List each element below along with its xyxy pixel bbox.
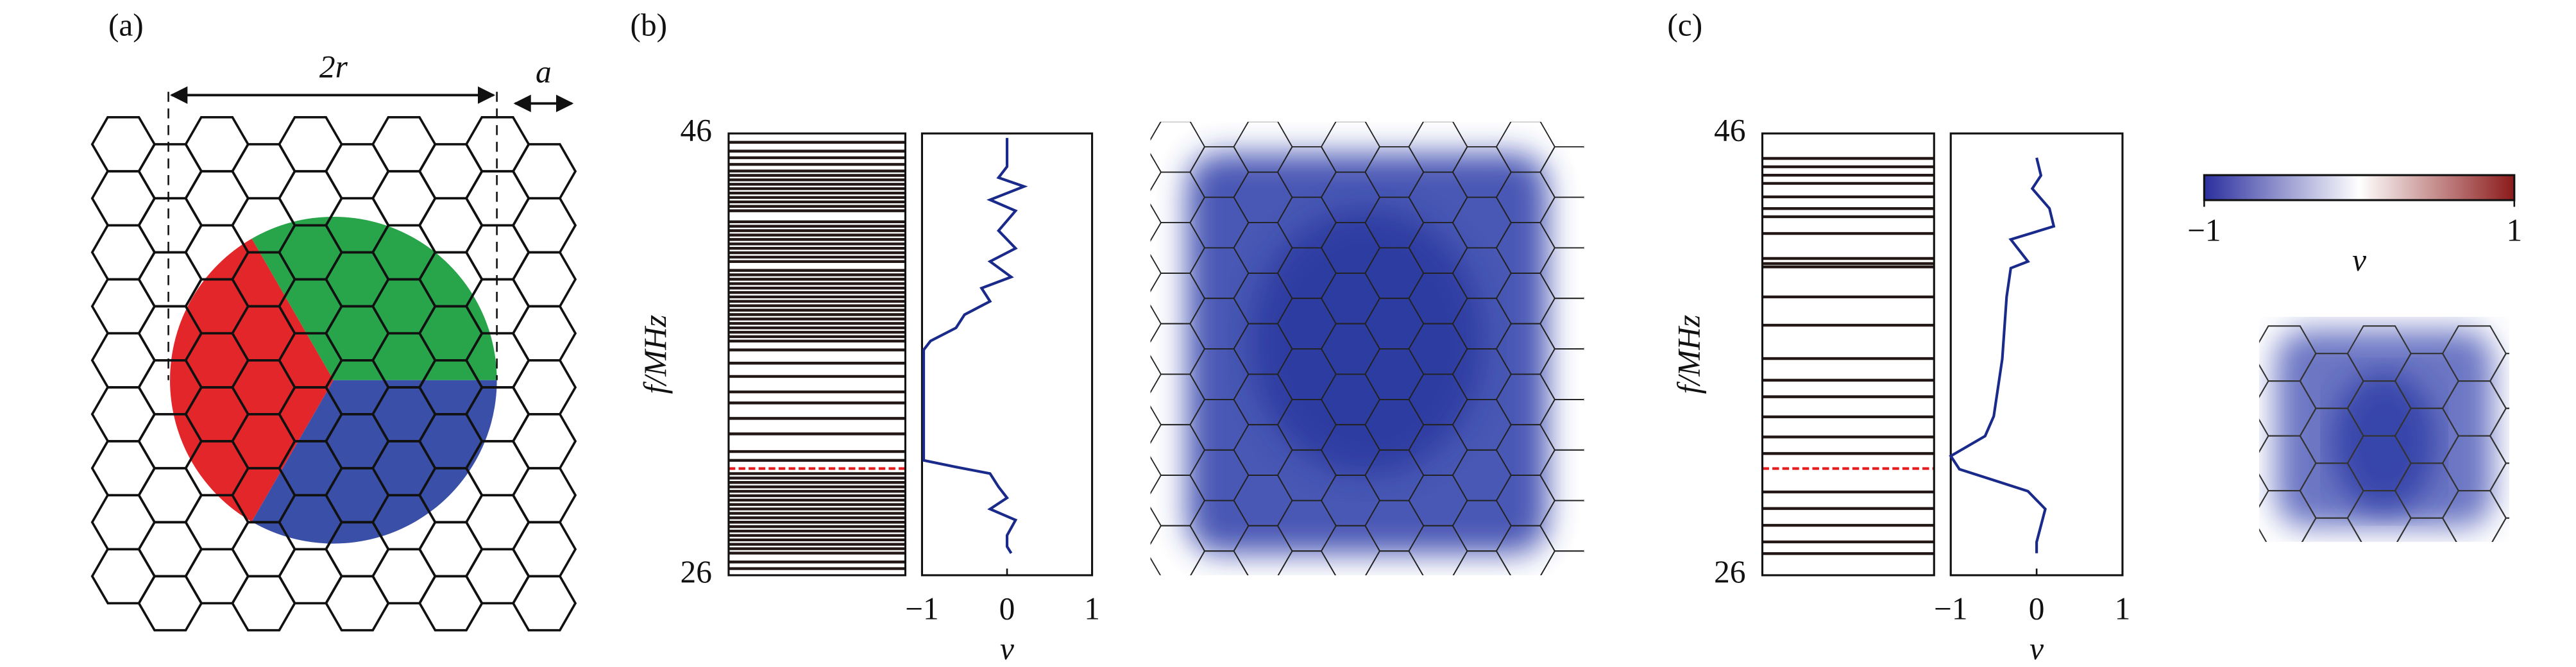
hexagon [418,143,484,200]
hexagon [511,412,577,469]
hexagon [90,440,157,496]
hexagon [90,170,157,227]
hexagon [1539,500,1584,552]
hexagon [137,575,203,632]
hexagon [1539,196,1584,249]
hexagon [511,305,577,362]
hexagon [90,116,157,173]
hexagon [2489,353,2510,409]
hexagon [511,359,577,416]
lattice [90,116,577,632]
hexagon [137,197,203,254]
plot-frame [920,132,1094,577]
x-tick-label: 1 [2115,591,2131,626]
colorbar-tick-label: 1 [2506,212,2522,248]
x-tick-label: −1 [905,591,939,626]
hexagon [511,521,577,578]
hexagon [278,116,343,173]
hexagon [325,143,390,200]
nu-curve [922,138,1028,554]
y-axis-label: f/MHz [1672,315,1707,394]
hexagon [1583,448,1584,452]
colorbar [2203,174,2516,201]
y-tick-label: 46 [1714,112,1745,148]
hexagon [418,197,484,254]
hexagon [511,575,577,632]
hexagon [1583,146,1584,148]
panel-label: (c) [1667,8,1702,43]
panel-label: (a) [108,8,144,43]
x-tick-label: 0 [999,591,1015,626]
hexagon [137,143,203,200]
hexagon [90,386,157,443]
hexagon [1539,449,1584,502]
hexagon [1539,399,1584,451]
hexagon [371,548,437,605]
colorbar-tick-label: −1 [2187,212,2221,248]
y-tick-label: 26 [681,554,712,589]
y-axis-label: f/MHz [638,315,673,394]
plot-frame [727,132,907,577]
plot-frame [1761,132,1935,577]
hexagon [231,575,296,632]
hexagon [1583,196,1584,199]
hexagon [1583,348,1584,350]
hexagon [90,494,157,551]
hexagon [1539,247,1584,300]
hexagon [1539,298,1584,350]
hexagon [511,251,577,308]
hexagon [418,521,484,578]
hexagon [2489,462,2510,519]
spacing-label: a [536,54,552,89]
hexagon [464,494,530,551]
y-tick-label: 26 [1714,554,1745,589]
hexagon [1539,348,1584,400]
hexagon [1583,550,1584,553]
hexagon [278,548,343,605]
hexagon [1583,499,1584,502]
hexagon [184,116,250,173]
hexagon [90,278,157,335]
hexagon [464,548,530,605]
hexagon [90,548,157,605]
hexagon [184,170,250,227]
hexagon [511,143,577,200]
hexagon [371,116,437,173]
hexagon [371,170,437,227]
x-axis-label: ν [1000,631,1014,666]
heatmap [1150,121,1584,575]
heatmap [2259,317,2510,542]
hexagon [137,521,203,578]
hexagon [325,575,390,632]
width-label: 2r [319,49,348,85]
nu-curve [1949,157,2056,553]
hexagon [418,575,484,632]
x-tick-label: −1 [1934,591,1968,626]
hexagon [1583,297,1584,300]
x-tick-label: 0 [2029,591,2045,626]
hexagon [1583,398,1584,401]
hexagon [511,467,577,524]
plot-frame [1949,132,2124,577]
hexagon [90,332,157,389]
hexagon [511,197,577,254]
colorbar-label: ν [2352,242,2366,278]
hexagon [1539,146,1584,198]
x-tick-label: 1 [1084,591,1100,626]
hexagon [137,467,203,524]
y-tick-label: 46 [681,112,712,148]
hexagon [184,548,250,605]
hexagon [2489,407,2510,464]
hexagon [90,224,157,281]
hexagon [231,143,296,200]
x-axis-label: ν [2029,631,2044,666]
panel-label: (b) [631,8,668,43]
sectors [170,216,497,544]
hexagon [1583,246,1584,249]
